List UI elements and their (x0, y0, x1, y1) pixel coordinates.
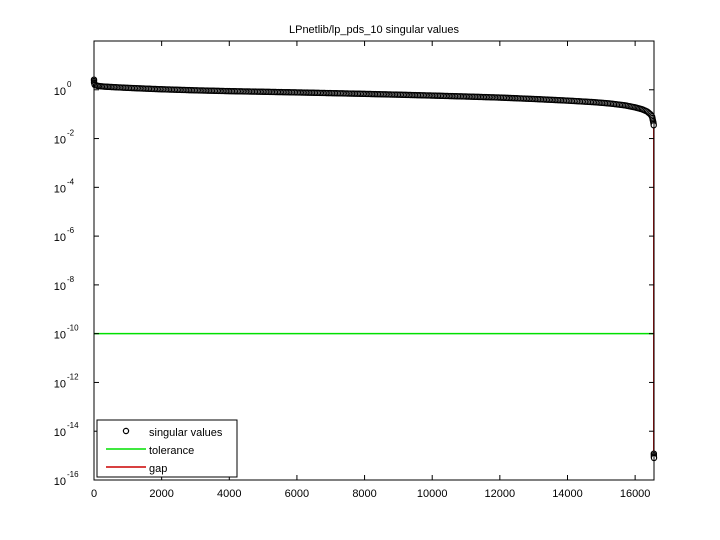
y-tick-label-exponent: -14 (67, 421, 79, 430)
x-tick-label: 8000 (352, 488, 376, 500)
y-tick-label-base: 10 (54, 378, 66, 390)
y-tick-label-exponent: -4 (67, 177, 75, 186)
plot-area (94, 41, 654, 480)
y-tick-label-exponent: -12 (67, 372, 79, 381)
chart-title: LPnetlib/lp_pds_10 singular values (289, 24, 460, 36)
y-tick-label-base: 10 (54, 86, 66, 98)
y-tick-label-base: 10 (54, 330, 66, 342)
y-tick-label-base: 10 (54, 183, 66, 195)
y-tick-label-exponent: 0 (67, 80, 72, 89)
x-tick-label: 2000 (149, 488, 173, 500)
x-tick-label: 12000 (485, 488, 516, 500)
x-tick-label: 16000 (620, 488, 651, 500)
y-tick-label-base: 10 (54, 427, 66, 439)
singular-values-layer (90, 76, 658, 462)
x-tick-label: 10000 (417, 488, 448, 500)
legend-label-singular-values: singular values (149, 427, 223, 439)
y-tick-label-exponent: -10 (67, 324, 79, 333)
legend: singular values tolerance gap (96, 419, 238, 478)
y-tick-label-exponent: -6 (67, 226, 75, 235)
legend-marker-singular-values (122, 427, 130, 435)
y-tick-label-exponent: -2 (67, 129, 75, 138)
x-tick-label: 14000 (552, 488, 583, 500)
legend-label-tolerance: tolerance (149, 445, 194, 457)
y-tick-label-exponent: -16 (67, 470, 79, 479)
y-tick-label-exponent: -8 (67, 275, 75, 284)
x-axis: 0 2000 4000 6000 8000 10000 12000 14000 16000 (91, 41, 650, 500)
y-tick-label-base: 10 (54, 232, 66, 244)
y-tick-label-base: 10 (54, 135, 66, 147)
y-tick-label-base: 10 (54, 281, 66, 293)
plot-frame (93, 40, 655, 481)
x-tick-label: 0 (91, 488, 97, 500)
y-tick-label-base: 10 (54, 476, 66, 488)
x-tick-label: 6000 (285, 488, 309, 500)
legend-label-gap: gap (149, 463, 167, 475)
x-tick-label: 4000 (217, 488, 241, 500)
